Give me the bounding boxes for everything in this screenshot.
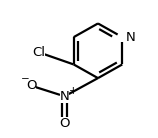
Text: O: O xyxy=(26,79,36,92)
Text: Cl: Cl xyxy=(32,46,45,59)
Text: +: + xyxy=(69,86,77,95)
Text: N: N xyxy=(60,90,70,103)
Text: N: N xyxy=(126,31,135,44)
Text: O: O xyxy=(59,117,70,130)
Text: −: − xyxy=(21,74,30,84)
